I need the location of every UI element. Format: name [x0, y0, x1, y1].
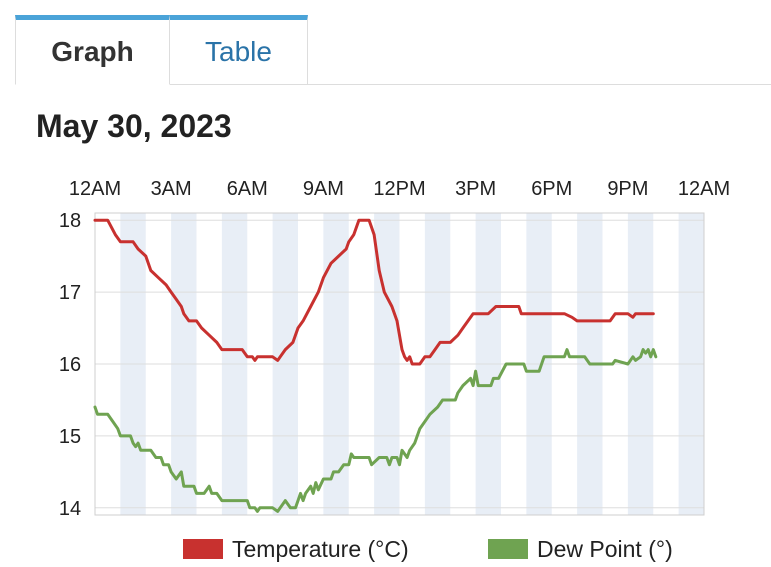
y-tick-label: 15 [59, 426, 81, 448]
tabs-underline [15, 84, 771, 85]
x-tick-label: 9PM [607, 178, 648, 200]
y-tick-label: 18 [59, 210, 81, 232]
legend-swatch [488, 539, 528, 559]
y-tick-label: 17 [59, 282, 81, 304]
dew-point-series-line [93, 348, 658, 513]
tab-table[interactable]: Table [170, 15, 308, 85]
x-tick-label: 12AM [69, 178, 121, 200]
x-tick-label: 12AM [678, 178, 730, 200]
legend-swatch [183, 539, 223, 559]
plot-frame [94, 212, 705, 516]
view-tabs: Graph Table [15, 15, 771, 85]
x-tick-label: 6PM [531, 178, 572, 200]
tab-graph[interactable]: Graph [15, 15, 170, 85]
y-tick-label: 14 [59, 498, 81, 520]
x-tick-label: 3PM [455, 178, 496, 200]
y-tick-label: 16 [59, 354, 81, 376]
x-tick-label: 12PM [373, 178, 425, 200]
x-tick-label: 6AM [227, 178, 268, 200]
legend-label: Temperature (°C) [232, 536, 409, 562]
temperature-series-line [93, 218, 655, 366]
legend-label: Dew Point (°) [537, 536, 673, 562]
page-title: May 30, 2023 [36, 108, 232, 144]
x-tick-label: 3AM [151, 178, 192, 200]
x-tick-label: 9AM [303, 178, 344, 200]
